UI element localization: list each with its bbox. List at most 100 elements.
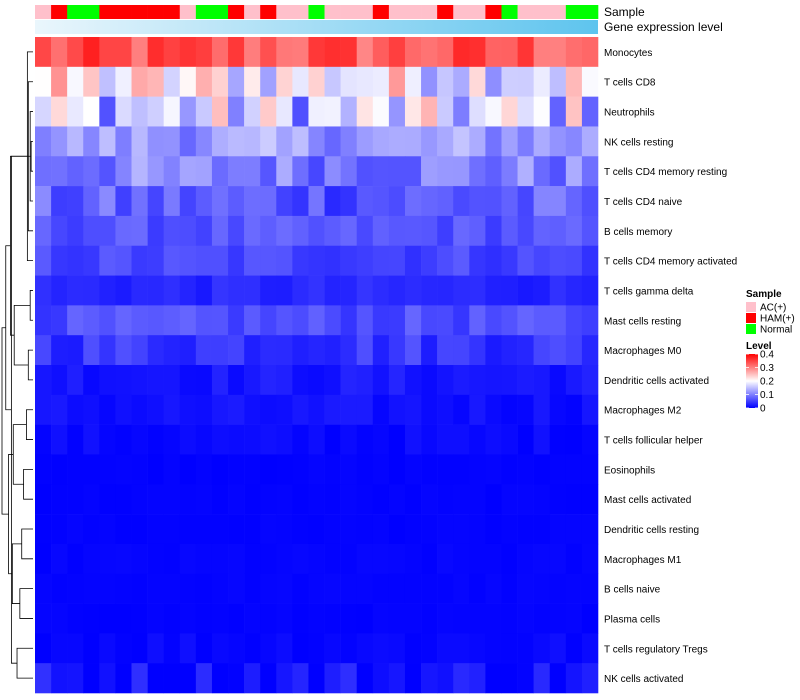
- heatmap-cell: [517, 543, 534, 575]
- heatmap-cell: [404, 394, 422, 425]
- heatmap-cell: [501, 365, 518, 396]
- heatmap-cell: [340, 126, 358, 157]
- heatmap-cell: [421, 66, 438, 97]
- heatmap-cell: [244, 543, 261, 575]
- heatmap-cell: [308, 573, 325, 604]
- heatmap-cell: [421, 484, 438, 515]
- heatmap-cell: [437, 305, 454, 336]
- heatmap-cell: [453, 663, 470, 694]
- heatmap-cell: [565, 603, 583, 634]
- row-label: Dendritic cells activated: [604, 376, 709, 387]
- heatmap-cell: [565, 663, 583, 694]
- heatmap-cell: [195, 663, 213, 694]
- heatmap-cell: [179, 305, 197, 336]
- heatmap-cell: [581, 603, 599, 634]
- heatmap-cell: [437, 633, 454, 664]
- heatmap-cell: [67, 514, 84, 545]
- heatmap-cell: [340, 156, 358, 187]
- heatmap-cell: [404, 245, 422, 276]
- heatmap-cell: [195, 603, 213, 634]
- heatmap-cell: [308, 215, 325, 247]
- heatmap-cell: [244, 96, 261, 127]
- heatmap-cell: [195, 186, 213, 217]
- heatmap-cell: [179, 275, 197, 306]
- heatmap-cell: [35, 335, 52, 366]
- heatmap-cell: [211, 424, 229, 455]
- heatmap-cell: [51, 573, 68, 604]
- heatmap-cell: [533, 156, 551, 187]
- heatmap-cell: [453, 454, 470, 485]
- heatmap-cell: [99, 215, 116, 247]
- heatmap-cell: [163, 335, 181, 366]
- heatmap-cell: [147, 365, 164, 396]
- heatmap-cell: [292, 573, 309, 604]
- heatmap-cell: [308, 365, 325, 396]
- heatmap-cell: [372, 215, 390, 247]
- heatmap-cell: [115, 394, 132, 425]
- heatmap-cell: [388, 215, 406, 247]
- heatmap-cell: [356, 394, 374, 425]
- heatmap-cell: [340, 186, 358, 217]
- heatmap-cell: [147, 484, 164, 515]
- heatmap-cell: [131, 424, 148, 455]
- heatmap-cell: [421, 573, 438, 604]
- heatmap-cell: [195, 484, 213, 515]
- sample-annotation-cell: [437, 5, 454, 19]
- heatmap-cell: [83, 365, 100, 396]
- heatmap-cell: [67, 454, 84, 485]
- heatmap-cell: [35, 126, 52, 157]
- heatmap-cell: [469, 603, 486, 634]
- expression-annotation-bar: [35, 20, 598, 34]
- heatmap-cell: [372, 37, 390, 68]
- heatmap-cell: [437, 335, 454, 366]
- heatmap-cell: [533, 484, 551, 515]
- heatmap-cell: [324, 633, 341, 664]
- heatmap-cell: [453, 37, 470, 68]
- heatmap-cell: [453, 543, 470, 575]
- heatmap-cell: [163, 156, 181, 187]
- heatmap-cell: [308, 454, 325, 485]
- heatmap-cell: [115, 543, 132, 575]
- heatmap-cell: [340, 96, 358, 127]
- dendrogram-branch: [29, 290, 33, 321]
- sample-annotation-cell: [179, 5, 197, 19]
- legend: Sample AC(+)HAM(+)Normal Level 0.4 0.3 0.2…: [746, 289, 795, 415]
- heatmap-cell: [485, 245, 502, 276]
- heatmap-cell: [244, 603, 261, 634]
- heatmap-cell: [51, 245, 68, 276]
- heatmap-cell: [581, 126, 599, 157]
- heatmap-cell: [324, 186, 341, 217]
- heatmap-cell: [501, 126, 518, 157]
- sample-annotation-cell: [421, 5, 438, 19]
- heatmap-cell: [581, 156, 599, 187]
- heatmap-cell: [340, 424, 358, 455]
- heatmap-cell: [404, 573, 422, 604]
- heatmap-cell: [211, 66, 229, 97]
- heatmap-cell: [453, 126, 470, 157]
- heatmap-cell: [195, 365, 213, 396]
- heatmap-cell: [35, 186, 52, 217]
- heatmap-cell: [324, 156, 341, 187]
- heatmap-cell: [485, 156, 502, 187]
- heatmap-cell: [404, 215, 422, 247]
- heatmap-cell: [147, 215, 164, 247]
- sample-annotation-cell: [469, 5, 486, 19]
- heatmap-cell: [147, 305, 164, 336]
- heatmap-cell: [517, 126, 534, 157]
- heatmap-cell: [372, 633, 390, 664]
- heatmap-cell: [453, 335, 470, 366]
- heatmap-cell: [244, 454, 261, 485]
- heatmap-cell: [115, 245, 132, 276]
- heatmap-cell: [549, 633, 567, 664]
- sample-annotation-cell: [517, 5, 534, 19]
- heatmap-cell: [581, 514, 599, 545]
- heatmap-cell: [131, 156, 148, 187]
- heatmap-cell: [260, 484, 277, 515]
- heatmap-cell: [469, 663, 486, 694]
- heatmap-cell: [421, 454, 438, 485]
- legend-level-title: Level: [746, 341, 772, 352]
- heatmap-cell: [324, 424, 341, 455]
- heatmap-cell: [35, 66, 52, 97]
- heatmap-cell: [51, 335, 68, 366]
